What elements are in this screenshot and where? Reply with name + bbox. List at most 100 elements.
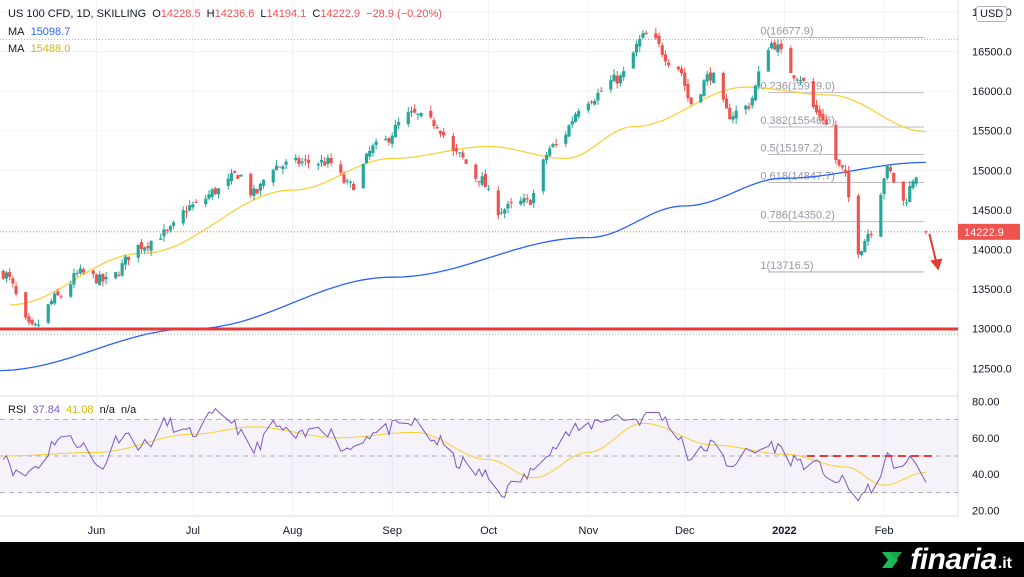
- candle-body: [773, 42, 777, 50]
- time-tick-label: Jun: [88, 525, 106, 537]
- candle-body: [78, 268, 82, 274]
- ma-slow-legend[interactable]: MA 15488.0: [8, 43, 73, 55]
- high-value: H14236.6: [207, 8, 255, 20]
- price-tick-label: 13500.0: [972, 284, 1012, 296]
- candle-body: [747, 106, 751, 109]
- axes: 12500.0 13000.0 13500.0 14000.0 14500.0 15000…: [88, 7, 1020, 537]
- candle-body: [892, 172, 896, 183]
- candle-body: [258, 183, 262, 191]
- candle-body: [499, 212, 504, 214]
- candle-body: [397, 121, 401, 126]
- candle-body: [24, 292, 28, 318]
- candle-body: [622, 71, 626, 78]
- candle-body: [699, 94, 703, 103]
- candle-body: [413, 108, 417, 113]
- candle-body: [458, 152, 462, 154]
- candle-body: [326, 157, 330, 164]
- price-tick-label: 12500.0: [972, 363, 1012, 375]
- candle-body: [911, 181, 915, 188]
- symbol-label: US 100 CFD, 1D, SKILLING: [8, 8, 147, 20]
- candle-body: [834, 124, 838, 161]
- candle-body: [712, 72, 716, 83]
- brand-logo[interactable]: finaria .it: [880, 543, 1012, 576]
- time-tick-label: Sep: [382, 525, 402, 537]
- candle-body: [104, 276, 108, 280]
- candle-body: [226, 178, 230, 187]
- candle-body: [609, 80, 613, 90]
- candle-body: [339, 164, 343, 173]
- candle-body: [1, 270, 5, 279]
- candle-body: [371, 145, 375, 153]
- price-tick-label: 15500.0: [972, 126, 1012, 138]
- candle-body: [593, 100, 597, 105]
- candle-body: [239, 174, 243, 177]
- candle-body: [577, 111, 581, 117]
- candle-body: [127, 256, 131, 261]
- low-number: 14194.1: [266, 8, 307, 20]
- candle-body: [908, 186, 912, 203]
- price-tick-label: 14000.0: [972, 244, 1012, 256]
- candle-body: [72, 273, 76, 285]
- candle-body: [409, 111, 414, 113]
- candle-body: [818, 109, 822, 117]
- candle-body: [728, 107, 732, 120]
- open-value: O14228.5: [152, 8, 200, 20]
- chart-canvas[interactable]: 0(16677.9)0.236(15979.0)0.382(15546.6)0.…: [0, 0, 1024, 542]
- candle-body: [236, 174, 240, 179]
- candle-body: [165, 229, 169, 231]
- last-price-tag: [958, 223, 1020, 240]
- high-label: H: [206, 8, 215, 20]
- candle-body: [159, 238, 163, 240]
- candle-body: [461, 152, 465, 158]
- ma-fast-label: MA: [8, 26, 25, 38]
- candle-body: [480, 176, 484, 185]
- candle-body: [348, 181, 352, 183]
- candle-body: [143, 247, 147, 251]
- candle-body: [393, 124, 397, 138]
- candle-body: [554, 143, 558, 145]
- candle-body: [255, 189, 259, 194]
- candle-body: [496, 190, 500, 216]
- candle-body: [442, 131, 446, 136]
- candle-body: [120, 263, 124, 276]
- candle-body: [364, 153, 369, 164]
- candle-body: [519, 200, 523, 205]
- candle-body: [37, 324, 41, 326]
- candle-body: [798, 80, 803, 82]
- candle-body: [281, 166, 285, 170]
- candle-body: [612, 74, 616, 82]
- candle-body: [679, 68, 684, 74]
- price-pane[interactable]: 0(16677.9)0.236(15979.0)0.382(15546.6)0.…: [0, 0, 958, 516]
- rsi-ma-line: [3, 422, 926, 486]
- candle-body: [438, 130, 442, 134]
- candle-body: [168, 226, 172, 231]
- candle-body: [387, 138, 391, 143]
- ma-slow-label: MA: [8, 43, 25, 55]
- candle-body: [316, 163, 320, 166]
- candle-body: [483, 173, 488, 188]
- ohlc-legend: US 100 CFD, 1D, SKILLING O14228.5 H14236…: [8, 8, 445, 20]
- candle-body: [46, 304, 50, 323]
- price-tick-label: 16000.0: [972, 86, 1012, 98]
- candle-body: [419, 112, 423, 117]
- candle-body: [631, 52, 635, 69]
- ma-fast-legend[interactable]: MA 15098.7: [8, 26, 73, 38]
- candle-body: [586, 103, 590, 111]
- candle-body: [503, 209, 507, 214]
- candle-body: [776, 44, 780, 53]
- candle-body: [769, 43, 774, 49]
- rsi-na-1: n/a: [99, 404, 115, 416]
- currency-button[interactable]: USD: [976, 6, 1008, 22]
- candle-body: [824, 119, 828, 125]
- candle-body: [654, 33, 658, 39]
- rsi-legend[interactable]: RSI 37.84 41.08 n/a n/a: [8, 404, 139, 416]
- time-tick-label: Oct: [480, 525, 497, 537]
- brand-suffix: .it: [997, 554, 1012, 572]
- candle-body: [184, 211, 189, 213]
- candle-body: [795, 79, 799, 81]
- candle-body: [888, 167, 893, 172]
- rsi-pane[interactable]: [0, 407, 958, 502]
- price-tick-label: 16500.0: [972, 46, 1012, 58]
- price-tick-label: 14500.0: [972, 205, 1012, 217]
- candle-body: [766, 50, 770, 72]
